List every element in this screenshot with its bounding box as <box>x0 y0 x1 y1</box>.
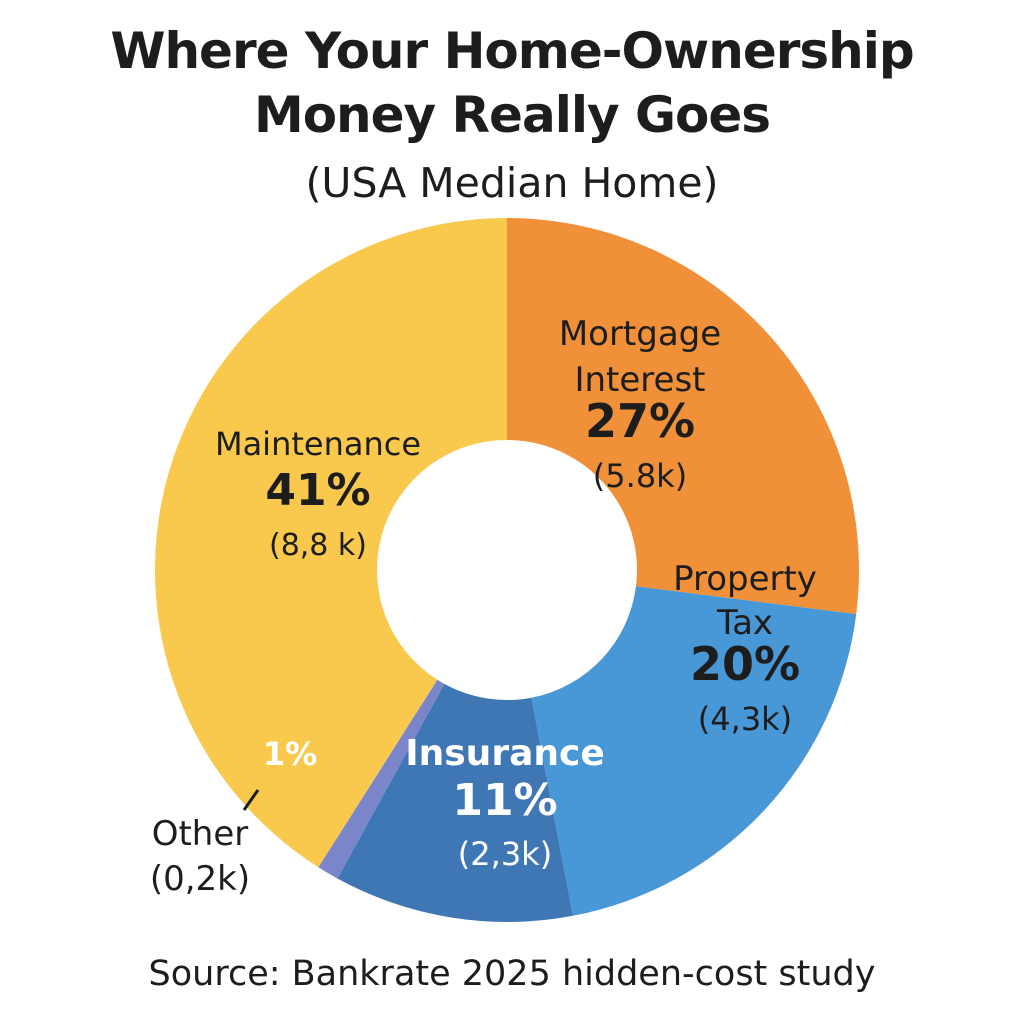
slice-mortgage-interest <box>507 218 860 615</box>
slice-label-other-percent: 1% <box>263 735 317 773</box>
chart-source: Source: Bankrate 2025 hidden-cost study <box>148 954 876 994</box>
slice-other <box>318 679 445 879</box>
slice-label-insurance-percent: 11% <box>452 775 557 826</box>
slice-label-property-tax-percent: 20% <box>690 637 800 691</box>
slice-label-property-tax-amount: (4,3k) <box>698 700 792 738</box>
slice-label-maintenance-name-0: Maintenance <box>215 425 421 463</box>
slice-property-tax <box>531 586 857 916</box>
chart-subtitle: (USA Median Home) <box>305 159 719 207</box>
slice-label-mortgage-interest-name-1: Interest <box>574 360 705 400</box>
chart-title-line-2: Money Really Goes <box>253 86 771 144</box>
slice-label-maintenance-percent: 41% <box>265 465 370 516</box>
slice-label-mortgage-interest-name-0: Mortgage <box>559 314 721 354</box>
slice-label-property-tax-name-1: Tax <box>716 603 773 643</box>
slice-label-other-name: Other <box>152 814 249 854</box>
slice-label-mortgage-interest-percent: 27% <box>585 394 695 448</box>
slice-label-other-amount: (0,2k) <box>150 859 250 899</box>
slice-label-insurance-name-0: Insurance <box>405 733 605 774</box>
chart-title-line-1: Where Your Home-Ownership <box>110 22 914 80</box>
slice-insurance <box>337 683 573 923</box>
slice-maintenance <box>155 218 507 868</box>
other-leader-line <box>242 789 260 811</box>
slice-label-insurance-amount: (2,3k) <box>458 835 552 873</box>
slice-label-property-tax-name-0: Property <box>673 559 817 599</box>
slice-label-mortgage-interest-amount: (5.8k) <box>593 457 687 495</box>
slice-label-maintenance-amount: (8,8 k) <box>269 528 367 563</box>
